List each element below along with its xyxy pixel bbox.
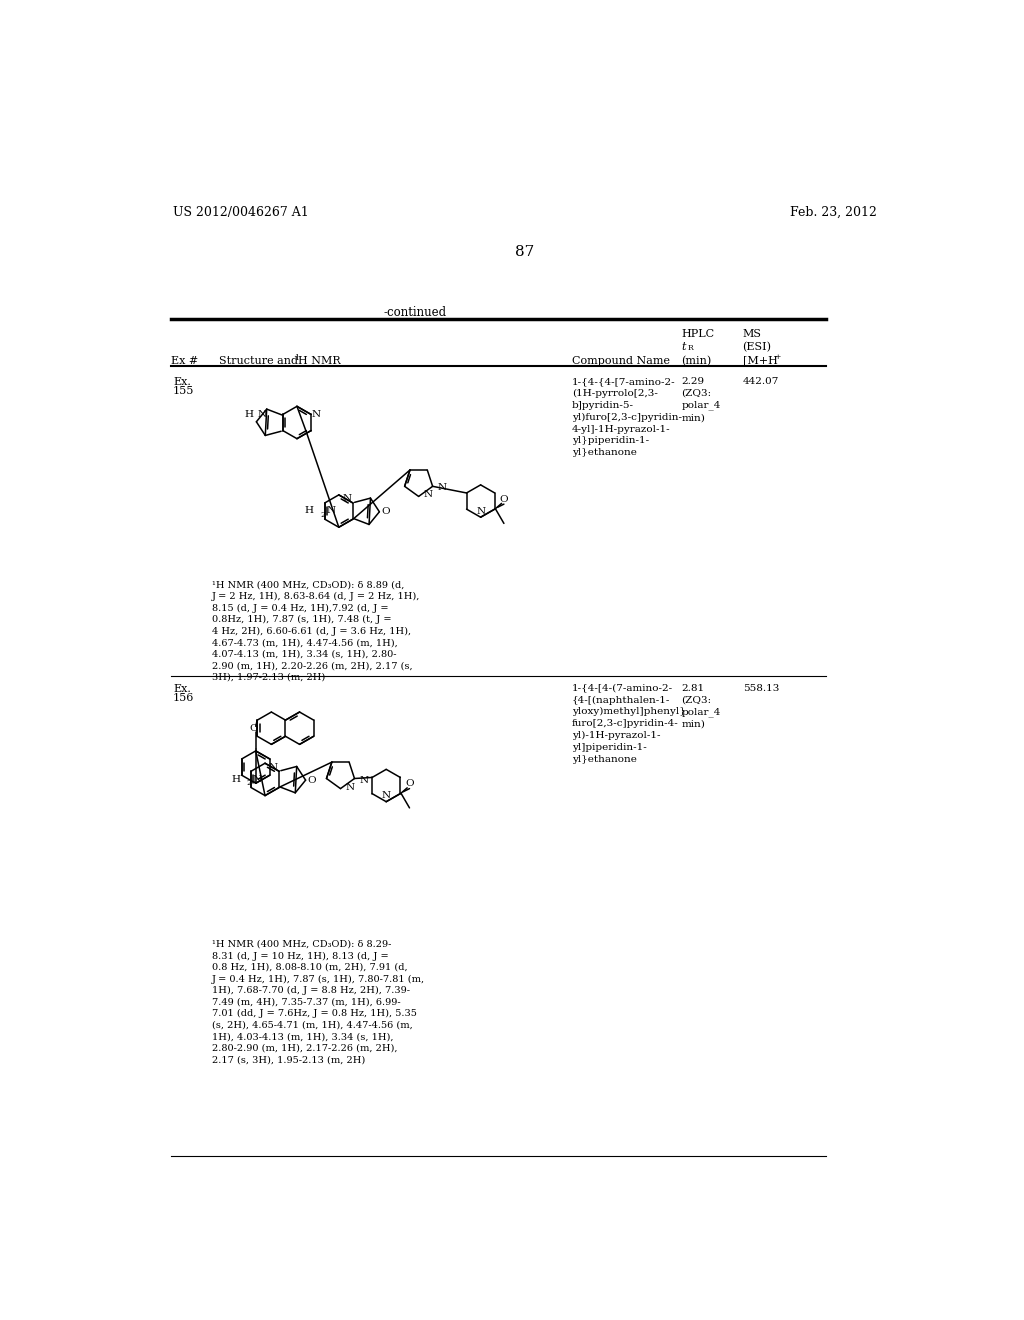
- Text: N: N: [437, 483, 446, 492]
- Text: Ex.: Ex.: [173, 684, 190, 693]
- Text: HPLC: HPLC: [681, 330, 715, 339]
- Text: Compound Name: Compound Name: [572, 355, 670, 366]
- Text: H NMR: H NMR: [298, 355, 340, 366]
- Text: 558.13: 558.13: [742, 684, 779, 693]
- Text: O: O: [307, 776, 316, 784]
- Text: N: N: [382, 791, 391, 800]
- Text: Structure and: Structure and: [219, 355, 302, 366]
- Text: 2.29
(ZQ3:
polar_4
min): 2.29 (ZQ3: polar_4 min): [681, 378, 721, 422]
- Text: ¹H NMR (400 MHz, CD₃OD): δ 8.89 (d,
J = 2 Hz, 1H), 8.63-8.64 (d, J = 2 Hz, 1H),
: ¹H NMR (400 MHz, CD₃OD): δ 8.89 (d, J = …: [212, 581, 420, 681]
- Text: ¹H NMR (400 MHz, CD₃OD): δ 8.29-
8.31 (d, J = 10 Hz, 1H), 8.13 (d, J =
0.8 Hz, 1: ¹H NMR (400 MHz, CD₃OD): δ 8.29- 8.31 (d…: [212, 940, 425, 1064]
- Text: 2: 2: [321, 511, 325, 519]
- Text: (min): (min): [681, 355, 712, 366]
- Text: H: H: [305, 506, 313, 515]
- Text: 156: 156: [173, 693, 195, 702]
- Text: O: O: [500, 495, 508, 504]
- Text: N: N: [253, 775, 261, 784]
- Text: N: N: [423, 491, 432, 499]
- Text: [M+H: [M+H: [742, 355, 777, 366]
- Text: N: N: [343, 494, 352, 503]
- Text: O: O: [381, 507, 390, 516]
- Text: Ex #: Ex #: [171, 355, 198, 366]
- Text: 2: 2: [247, 779, 251, 787]
- Text: N: N: [311, 411, 321, 418]
- Text: 1: 1: [294, 354, 299, 362]
- Text: O: O: [406, 780, 414, 788]
- Text: US 2012/0046267 A1: US 2012/0046267 A1: [173, 206, 308, 219]
- Text: +: +: [774, 354, 780, 362]
- Text: -continued: -continued: [383, 306, 446, 319]
- Text: N: N: [258, 411, 267, 420]
- Text: Feb. 23, 2012: Feb. 23, 2012: [790, 206, 877, 219]
- Text: 87: 87: [515, 244, 535, 259]
- Text: H: H: [245, 411, 253, 420]
- Text: N: N: [345, 783, 354, 792]
- Text: 2.81
(ZQ3:
polar_4
min): 2.81 (ZQ3: polar_4 min): [681, 684, 721, 729]
- Text: 155: 155: [173, 387, 195, 396]
- Text: 442.07: 442.07: [742, 378, 779, 385]
- Text: N: N: [327, 506, 336, 515]
- Text: N: N: [476, 507, 485, 516]
- Text: N: N: [359, 776, 369, 784]
- Text: R: R: [687, 345, 693, 352]
- Text: Ex.: Ex.: [173, 378, 190, 387]
- Text: t: t: [681, 342, 686, 351]
- Text: MS: MS: [742, 330, 762, 339]
- Text: H: H: [231, 775, 240, 784]
- Text: O: O: [249, 725, 258, 733]
- Text: (ESI): (ESI): [742, 342, 771, 352]
- Text: N: N: [269, 763, 279, 772]
- Text: 1-{4-[4-(7-amino-2-
{4-[(naphthalen-1-
yloxy)methyl]phenyl}
furo[2,3-c]pyridin-4: 1-{4-[4-(7-amino-2- {4-[(naphthalen-1- y…: [572, 684, 686, 764]
- Text: 1-{4-{4-[7-amino-2-
(1H-pyrrolo[2,3-
b]pyridin-5-
yl)furo[2,3-c]pyridin-
4-yl]-1: 1-{4-{4-[7-amino-2- (1H-pyrrolo[2,3- b]p…: [572, 378, 682, 457]
